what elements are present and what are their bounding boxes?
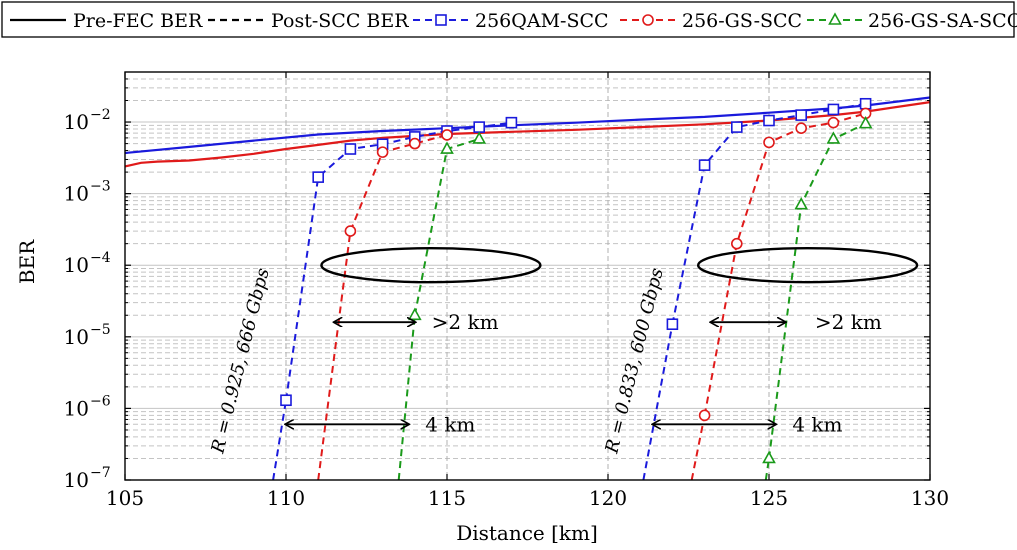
data-point bbox=[795, 122, 808, 135]
legend-label: 256-GS-SA-SCC bbox=[868, 10, 1017, 32]
data-point bbox=[344, 143, 357, 155]
y-tick-label: 10 bbox=[64, 396, 89, 420]
data-point bbox=[762, 450, 776, 464]
legend-label: Pre-FEC BER bbox=[73, 10, 203, 32]
gap-label: 4 km bbox=[792, 412, 842, 436]
legend-label: Post-SCC BER bbox=[271, 10, 409, 32]
data-curves bbox=[124, 96, 931, 481]
data-point bbox=[698, 409, 711, 422]
data-point bbox=[730, 237, 743, 250]
y-tick-exponent: −6 bbox=[90, 393, 111, 409]
legend-swatch-marker bbox=[828, 12, 842, 25]
y-tick-label: 10 bbox=[64, 110, 89, 134]
x-tick-label: 115 bbox=[428, 486, 466, 510]
legend-label: 256QAM-SCC bbox=[475, 10, 609, 32]
rate-label: R = 0.833, 600 Gbps bbox=[601, 266, 668, 456]
data-point bbox=[440, 141, 454, 154]
data-point bbox=[280, 394, 292, 407]
x-axis-label: Distance [km] bbox=[456, 521, 598, 545]
threshold-ellipse bbox=[696, 247, 919, 284]
axes: 105 110 115 120 125 13010−710−610−510−410−310… bbox=[64, 71, 949, 510]
x-tick-label: 105 bbox=[106, 486, 144, 510]
legend-swatch-marker bbox=[642, 14, 654, 26]
data-point bbox=[312, 171, 325, 183]
y-tick-label: 10 bbox=[64, 182, 89, 206]
legend-swatch-marker bbox=[435, 14, 447, 26]
gap-label: >2 km bbox=[432, 310, 499, 334]
postscc-tail-line bbox=[642, 324, 674, 481]
y-tick-exponent: −4 bbox=[90, 250, 111, 266]
postscc-tail-line bbox=[317, 230, 352, 481]
postscc-tail-line bbox=[397, 315, 416, 481]
x-tick-label: 125 bbox=[750, 486, 788, 510]
y-tick-exponent: −2 bbox=[90, 107, 111, 123]
data-point bbox=[859, 97, 872, 110]
prefec-line bbox=[124, 96, 931, 155]
grid bbox=[125, 71, 930, 481]
y-tick-exponent: −3 bbox=[90, 179, 111, 195]
data-point bbox=[826, 131, 841, 144]
data-point bbox=[473, 121, 486, 133]
x-tick-label: 110 bbox=[267, 486, 305, 510]
data-point bbox=[376, 146, 389, 158]
postscc-tail-line bbox=[272, 400, 287, 481]
data-point bbox=[763, 114, 775, 127]
y-tick-exponent: −7 bbox=[90, 465, 111, 481]
y-tick-label: 10 bbox=[64, 325, 89, 349]
data-point bbox=[666, 318, 679, 331]
gap-label: >2 km bbox=[815, 310, 882, 334]
data-point bbox=[827, 103, 840, 116]
postscc-line bbox=[768, 122, 867, 459]
postscc-line bbox=[349, 134, 448, 232]
data-point bbox=[827, 116, 840, 129]
data-point bbox=[858, 115, 873, 129]
y-tick-exponent: −5 bbox=[90, 322, 111, 338]
threshold-ellipse bbox=[320, 247, 542, 284]
data-point bbox=[505, 116, 518, 129]
legend: Pre-FEC BER Post-SCC BER 256QAM-SCC 256-GS-… bbox=[1, 1, 1017, 38]
data-point bbox=[698, 159, 711, 171]
gap-label: 4 km bbox=[425, 412, 475, 436]
y-tick-label: 10 bbox=[64, 253, 89, 277]
data-point bbox=[730, 121, 743, 133]
y-axis-label: BER bbox=[15, 239, 39, 284]
data-point bbox=[763, 136, 775, 149]
rate-label: R = 0.925, 666 Gbps bbox=[207, 266, 274, 456]
data-point bbox=[794, 197, 809, 210]
x-tick-label: 130 bbox=[911, 486, 949, 510]
y-tick-label: 10 bbox=[64, 468, 89, 492]
x-tick-label: 120 bbox=[589, 486, 627, 510]
postscc-line bbox=[703, 112, 866, 416]
data-point bbox=[795, 109, 808, 121]
data-point bbox=[344, 225, 357, 237]
data-point bbox=[472, 131, 487, 144]
data-point bbox=[407, 307, 422, 321]
data-point bbox=[408, 137, 421, 150]
prefec-line bbox=[124, 101, 931, 168]
data-point bbox=[441, 129, 453, 141]
legend-label: 256-GS-SCC bbox=[682, 10, 802, 32]
